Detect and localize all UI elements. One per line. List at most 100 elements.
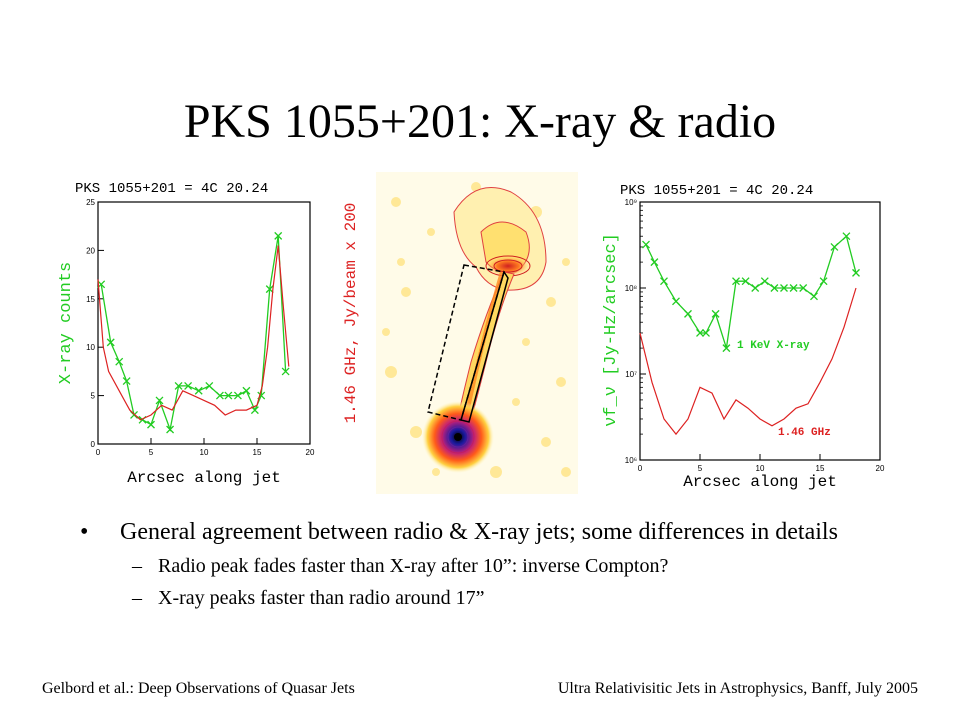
- xray-point: [711, 309, 720, 318]
- xray-point-stroke: [722, 344, 731, 353]
- xray-point: [702, 329, 710, 337]
- xray-point-stroke: [274, 231, 283, 240]
- chart1-ylabel-right: 1.46 GHz, Jy/beam x 200: [342, 203, 360, 424]
- xray-point-stroke: [233, 391, 242, 400]
- series-line-radio: [639, 287, 857, 436]
- x-tick-label: 5: [698, 464, 703, 473]
- bullet-main-text: General agreement between radio & X-ray …: [120, 519, 838, 545]
- x-tick-label: 0: [96, 448, 101, 457]
- xray-point-stroke: [106, 338, 115, 347]
- xray-point-stroke: [751, 284, 760, 292]
- subbullet-2: – X-ray peaks faster than radio around 1…: [80, 585, 900, 611]
- chart2-title: PKS 1055+201 = 4C 20.24: [620, 183, 813, 199]
- x-tick-label: 15: [816, 464, 825, 473]
- xray-point: [155, 396, 164, 405]
- y-tick-label: 20: [86, 246, 95, 255]
- hotspot-ring: [493, 259, 523, 273]
- xray-point: [722, 344, 731, 353]
- xray-point-stroke: [780, 284, 788, 292]
- xray-point: [122, 377, 131, 386]
- xray-point-stroke: [650, 258, 659, 267]
- x-tick-label: 15: [253, 448, 262, 457]
- series-line-radio: [97, 245, 290, 421]
- xray-point: [799, 284, 808, 292]
- xray-point-stroke: [174, 381, 183, 390]
- subbullet-dash: –: [132, 587, 142, 609]
- y-tick-label: 10⁷: [625, 370, 637, 379]
- y-tick-label: 5: [91, 392, 96, 401]
- y-tick-label: 15: [86, 295, 95, 304]
- bullet-list: • General agreement between radio & X-ra…: [80, 518, 900, 611]
- xray-point: [684, 309, 692, 318]
- y-tick-label: 10⁹: [625, 198, 637, 207]
- xray-point: [780, 284, 788, 292]
- xray-point-stroke: [741, 277, 750, 286]
- xray-point-stroke: [711, 309, 720, 318]
- xray-point-stroke: [122, 377, 131, 386]
- x-tick-label: 10: [756, 464, 765, 473]
- chart2-frame: [639, 201, 881, 461]
- xray-point: [741, 277, 750, 286]
- xray-point: [842, 232, 851, 241]
- subbullet-1-text: Radio peak fades faster than X-ray after…: [158, 555, 669, 577]
- chart1-title: PKS 1055+201 = 4C 20.24: [75, 181, 268, 197]
- xray-point: [830, 243, 839, 251]
- xray-point: [760, 277, 769, 286]
- noise-speckles: [382, 182, 571, 478]
- xray-point: [233, 391, 242, 400]
- xray-point-stroke: [842, 232, 851, 241]
- xray-point: [852, 268, 860, 277]
- xray-point-stroke: [760, 277, 769, 286]
- xray-point: [106, 338, 115, 347]
- xray-point: [115, 357, 124, 366]
- xray-point: [224, 391, 233, 400]
- xray-point: [642, 240, 650, 249]
- xray-point: [660, 277, 668, 286]
- extraction-region-solid: [460, 270, 509, 423]
- xray-point: [166, 425, 175, 434]
- xray-point: [672, 297, 680, 306]
- xray-point-stroke: [215, 391, 224, 400]
- xray-point: [205, 381, 214, 390]
- xray-point-stroke: [242, 386, 251, 395]
- x-tick-label: 0: [638, 464, 643, 473]
- xray-point: [819, 277, 828, 286]
- x-tick-label: 20: [306, 448, 315, 457]
- y-tick-label: 25: [86, 198, 95, 207]
- y-tick-label: 10: [86, 343, 95, 352]
- chart2-annotation-radio: 1.46 GHz: [778, 427, 831, 439]
- x-tick-label: 5: [149, 448, 154, 457]
- xray-point-stroke: [130, 411, 138, 419]
- series-line-xray: [645, 235, 857, 349]
- core-contour-2: [447, 426, 469, 448]
- xray-point: [147, 420, 155, 429]
- xray-point: [751, 284, 760, 292]
- core-contour-1: [441, 420, 475, 454]
- xray-point-stroke: [770, 284, 779, 292]
- footer-left: Gelbord et al.: Deep Observations of Qua…: [42, 680, 355, 697]
- xray-point-stroke: [642, 240, 650, 249]
- xray-point: [215, 391, 224, 400]
- xray-point-stroke: [702, 329, 710, 337]
- x-tick-label: 10: [200, 448, 209, 457]
- xray-point-stroke: [660, 277, 668, 286]
- radio-image-panel: [376, 172, 578, 494]
- chart1-xlabel: Arcsec along jet: [127, 469, 281, 487]
- xray-point: [650, 258, 659, 267]
- xray-point-stroke: [672, 297, 680, 306]
- subbullet-dash: –: [132, 555, 142, 577]
- xray-point: [184, 381, 193, 390]
- xray-point: [274, 231, 283, 240]
- xray-point: [242, 386, 251, 395]
- y-tick-label: 10⁸: [625, 284, 637, 293]
- xray-point-stroke: [696, 329, 704, 337]
- xray-point-stroke: [830, 243, 839, 251]
- chart1-ylabel-left: X-ray counts: [57, 262, 76, 384]
- xray-point-stroke: [819, 277, 828, 286]
- xray-point-stroke: [194, 386, 203, 395]
- xray-point-stroke: [115, 357, 124, 366]
- xray-point-stroke: [155, 396, 164, 405]
- xray-point: [194, 386, 203, 395]
- y-tick-label: 0: [91, 440, 96, 449]
- subbullet-2-text: X-ray peaks faster than radio around 17”: [158, 587, 485, 609]
